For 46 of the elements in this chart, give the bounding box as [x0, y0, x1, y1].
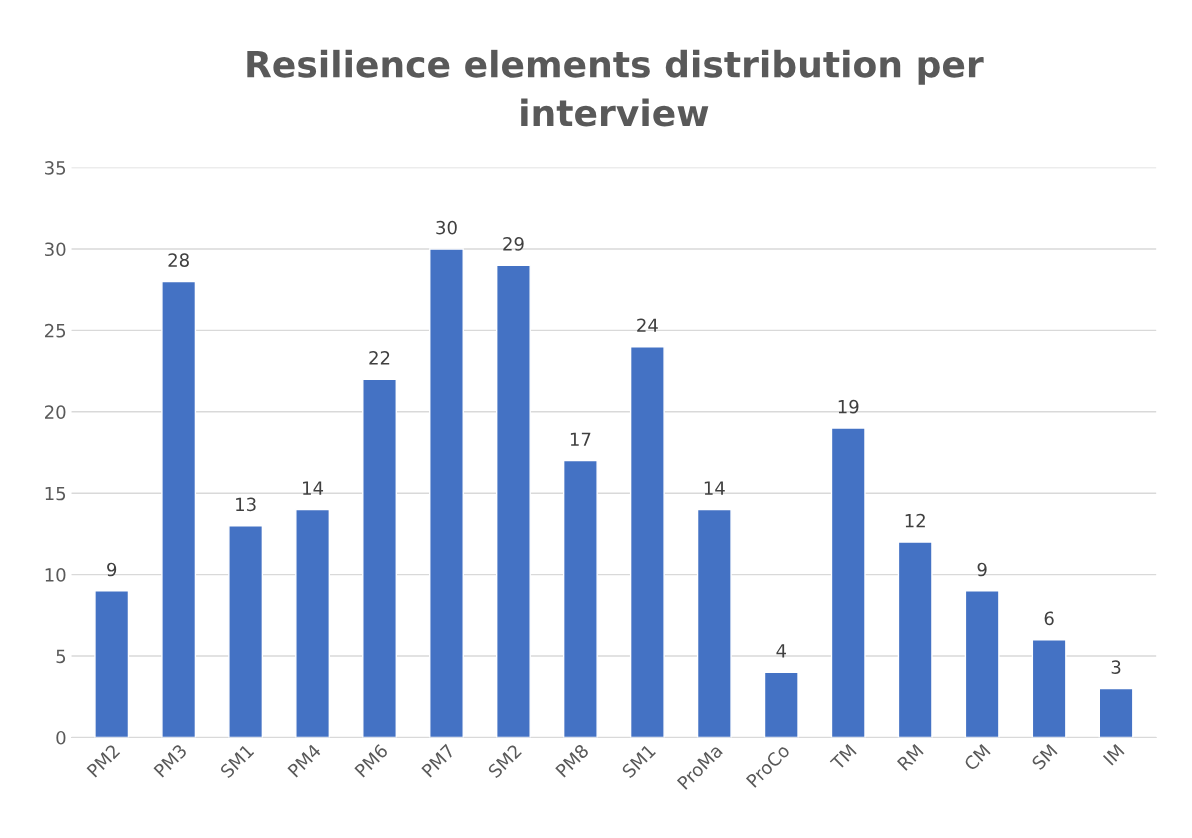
bar	[629, 345, 665, 738]
y-tick-label: 25	[45, 323, 66, 338]
data-label: 30	[436, 220, 457, 235]
data-label: 14	[303, 481, 324, 495]
bar	[964, 590, 1000, 738]
bar	[897, 541, 933, 738]
x-tick-label: IM	[1102, 743, 1125, 766]
bar	[1098, 687, 1134, 738]
data-label: 6	[1044, 611, 1054, 626]
data-label: 4	[776, 644, 787, 658]
y-tick-label: 0	[56, 730, 66, 745]
data-label: 17	[570, 432, 591, 446]
data-label: 9	[107, 562, 117, 577]
data-label: 9	[977, 562, 987, 577]
y-tick-label: 35	[45, 161, 66, 175]
bar	[1031, 639, 1067, 738]
bar	[295, 508, 331, 738]
y-tick-label: 20	[45, 405, 66, 419]
x-tick-label: SM	[1031, 743, 1058, 771]
y-tick-label: 10	[45, 568, 66, 582]
bar	[429, 248, 464, 738]
data-label: 12	[905, 513, 925, 528]
chart-title: Resilience elements distribution per interview	[247, 49, 984, 127]
bar	[562, 459, 598, 738]
data-label: 3	[1111, 660, 1121, 674]
data-label: 28	[168, 253, 189, 267]
bar	[763, 671, 799, 738]
data-label: 19	[838, 399, 859, 414]
bar	[161, 280, 197, 738]
y-tick-label: 30	[45, 242, 66, 257]
x-tick-label: CM	[963, 743, 991, 772]
y-tick-label: 15	[45, 486, 66, 501]
bar	[94, 590, 130, 738]
data-label: 22	[369, 350, 390, 365]
bar	[830, 427, 866, 738]
data-label: 13	[236, 497, 256, 512]
bar	[496, 264, 531, 738]
y-tick-label: 5	[56, 649, 66, 664]
bar	[228, 525, 264, 738]
bar	[696, 508, 732, 738]
x-tick-label: RM	[896, 743, 924, 771]
bar	[362, 378, 397, 738]
x-tick-label: TM	[829, 743, 857, 771]
data-label: 24	[637, 318, 658, 332]
data-label: 14	[704, 481, 725, 495]
data-label: 29	[503, 237, 524, 251]
